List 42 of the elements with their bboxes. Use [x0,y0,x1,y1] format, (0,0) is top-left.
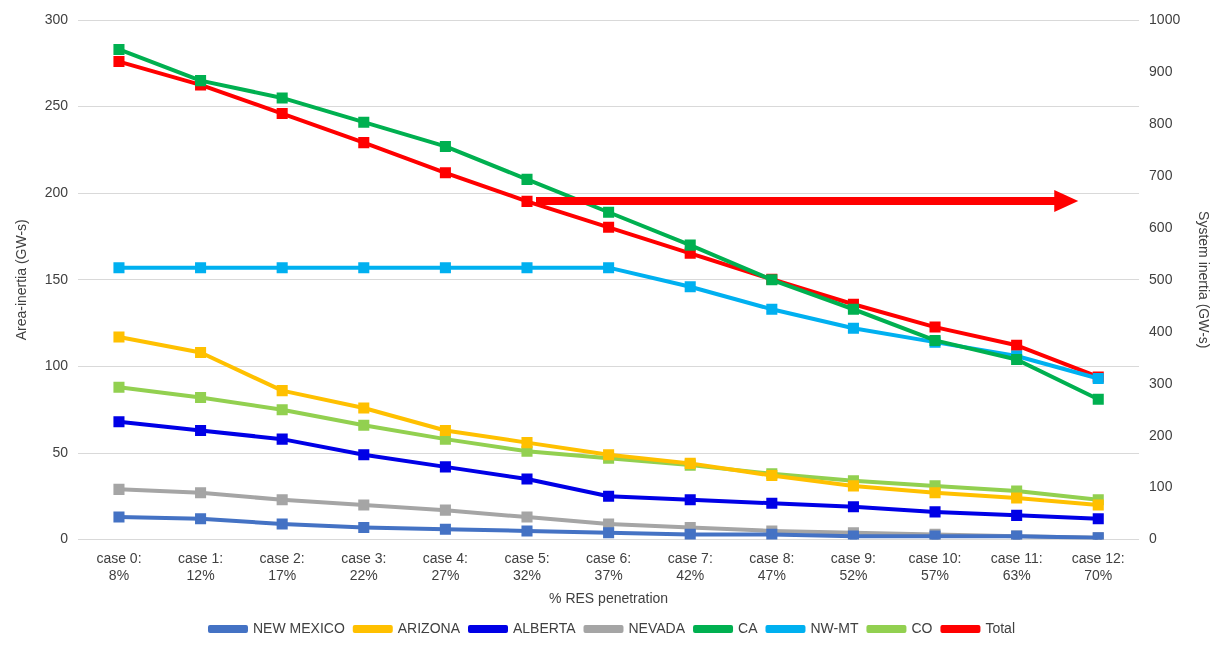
legend-label: CO [911,619,933,636]
y2-tick-label: 700 [1149,166,1173,183]
legend-label: ARIZONA [397,619,461,636]
legend-label: ALBERTA [513,619,577,636]
legend-label: CA [738,619,759,636]
x-tick-label: case 7: 42% [667,549,713,583]
y2-tick-label: 600 [1149,218,1173,235]
y-tick-label: 250 [44,97,69,114]
legend-label: Total [985,619,1016,636]
y2-tick-label: 200 [1149,426,1173,443]
y-tick-label: 100 [44,357,69,374]
y-tick-label: 200 [44,184,69,201]
x-tick-label: case 0: 8% [96,549,142,583]
y2-tick-label: 500 [1149,270,1173,287]
legend-label: NW-MT [810,619,859,636]
y2-tick-label: 800 [1149,114,1173,131]
x-tick-label: case 5: 32% [504,549,550,583]
x-tick-label: case 10: 57% [908,549,962,583]
y2-tick-label: 400 [1149,322,1173,339]
y-tick-label: 0 [60,530,69,547]
y-axis-title: Area-inertia (GW-s) [13,219,30,341]
x-axis-title: % RES penetration [549,590,669,607]
y-tick-label: 50 [52,443,69,460]
x-tick-label: case 1: 12% [178,549,224,583]
legend-label: NEW MEXICO [252,619,345,636]
x-tick-label: case 6: 37% [586,549,632,583]
x-tick-label: case 3: 22% [341,549,387,583]
x-tick-label: case 8: 47% [749,549,795,583]
y2-tick-label: 1000 [1149,10,1181,27]
x-tick-label: case 4: 27% [422,549,468,583]
y-tick-label: 150 [44,270,69,287]
x-tick-label: case 12: 70% [1071,549,1125,583]
y2-axis-title: System inertia (GW-s) [1195,211,1212,349]
y2-tick-label: 900 [1149,62,1173,79]
legend-label: NEVADA [628,619,686,636]
x-tick-label: case 11: 63% [990,549,1043,583]
y2-tick-label: 300 [1149,374,1173,391]
y2-tick-label: 0 [1149,530,1158,547]
y-tick-label: 300 [44,10,69,27]
x-tick-label: case 9: 52% [830,549,876,583]
y2-tick-label: 100 [1149,478,1173,495]
x-tick-label: case 2: 17% [259,549,305,583]
